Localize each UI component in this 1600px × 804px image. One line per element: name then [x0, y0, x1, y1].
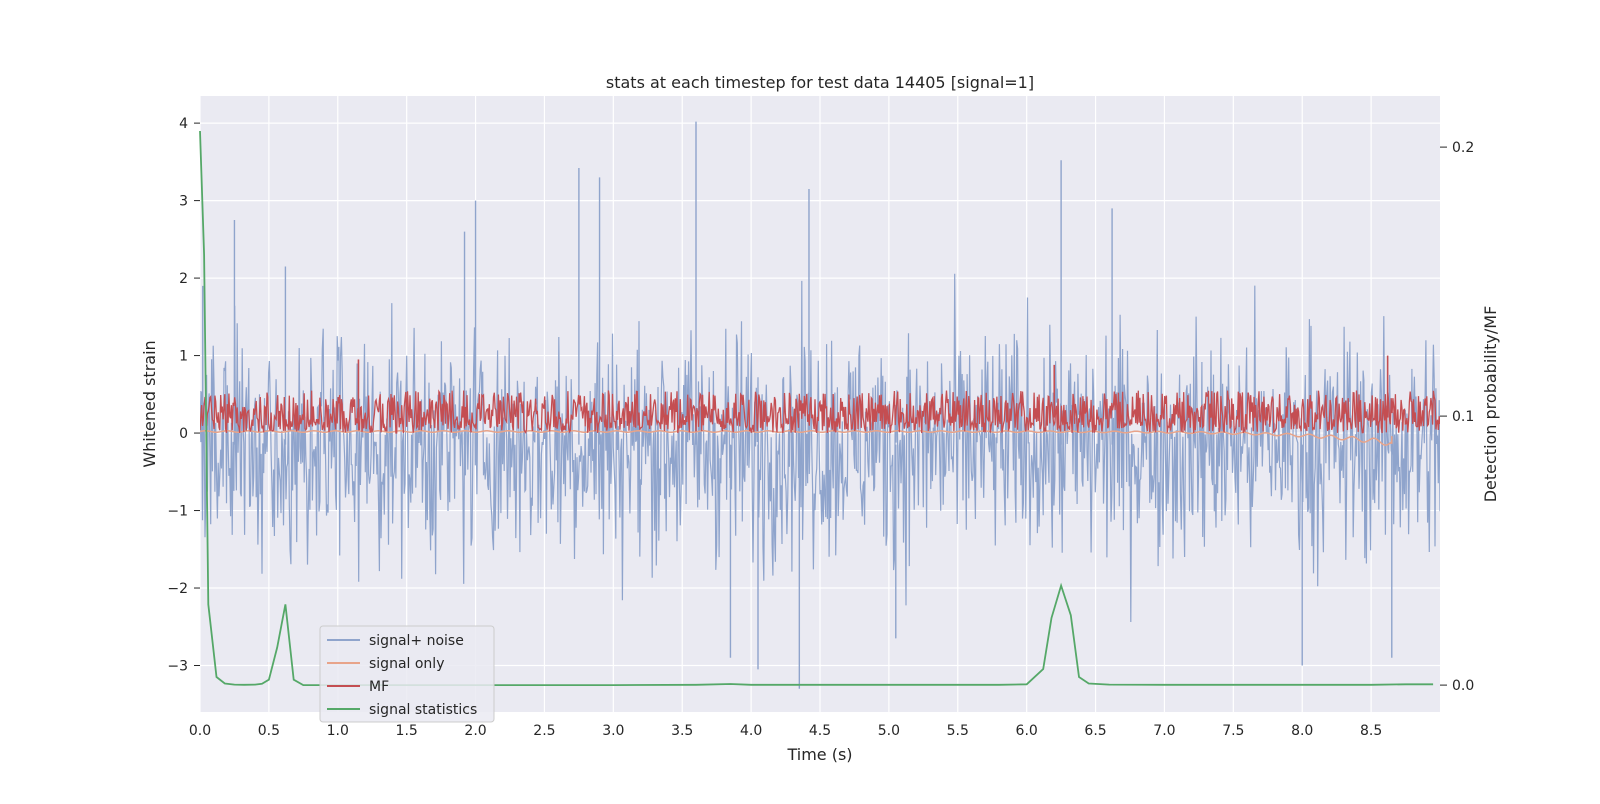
y-tick-label: 4: [179, 116, 188, 132]
x-tick-label: 6.5: [1084, 723, 1106, 739]
y-tick-label: −2: [167, 581, 188, 597]
x-tick-label: 2.5: [533, 723, 555, 739]
x-tick-label: 5.0: [878, 723, 900, 739]
y-tick-label: −3: [167, 659, 188, 675]
y2-axis-label: Detection probability/MF: [1481, 306, 1500, 503]
x-tick-label: 3.0: [602, 723, 624, 739]
x-tick-label: 7.0: [1153, 723, 1175, 739]
y-axis-left: −3 −2 −1 0 1 2 3 4: [167, 116, 200, 675]
y2-tick-label: 0.1: [1452, 409, 1474, 425]
x-tick-label: 5.5: [947, 723, 969, 739]
y-tick-label: 1: [179, 349, 188, 365]
x-tick-label: 2.0: [464, 723, 486, 739]
x-tick-label: 7.5: [1222, 723, 1244, 739]
legend-label-mf: MF: [369, 679, 389, 695]
x-axis-label: Time (s): [786, 745, 852, 764]
x-tick-label: 1.0: [327, 723, 349, 739]
y2-tick-label: 0.2: [1452, 140, 1474, 156]
series-signal-noise: [200, 273, 1440, 623]
x-tick-label: 6.0: [1016, 723, 1038, 739]
stat-layer: [199, 130, 1434, 686]
y-axis-label: Whitened strain: [140, 340, 159, 467]
legend-label-signal-noise: signal+ noise: [369, 633, 464, 649]
legend-label-signal-only: signal only: [369, 656, 444, 672]
y-tick-label: 2: [179, 271, 188, 287]
x-tick-label: 3.5: [671, 723, 693, 739]
chart-title: stats at each timestep for test data 144…: [606, 73, 1034, 92]
y-tick-label: −1: [167, 504, 188, 520]
x-tick-label: 0.5: [258, 723, 280, 739]
x-tick-label: 4.0: [740, 723, 762, 739]
y2-tick-label: 0.0: [1452, 678, 1474, 694]
y-tick-label: 0: [179, 426, 188, 442]
legend: signal+ noise signal only MF signal stat…: [319, 625, 495, 723]
legend-box: [319, 625, 495, 723]
legend-label-signal-statistics: signal statistics: [369, 702, 477, 718]
x-tick-label: 1.5: [396, 723, 418, 739]
x-tick-label: 8.0: [1291, 723, 1313, 739]
x-tick-label: 8.5: [1360, 723, 1382, 739]
x-tick-label: 0.0: [189, 723, 211, 739]
x-tick-label: 4.5: [809, 723, 831, 739]
series-layer: [200, 121, 1440, 689]
x-axis: 0.0 0.5 1.0 1.5 2.0 2.5 3.0 3.5 4.0 4.5 5.0 5.5 6.0 6…: [189, 723, 1382, 739]
y-axis-right: 0.0 0.1 0.2: [1440, 140, 1474, 694]
series-signal-statistics: [199, 130, 1434, 686]
series-mf: [200, 389, 1440, 435]
y-tick-label: 3: [179, 194, 188, 210]
